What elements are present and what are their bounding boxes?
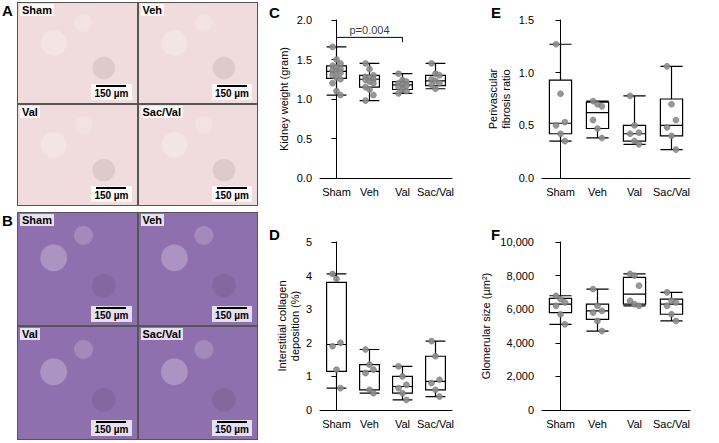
html-text:150 µm: 150 µm (94, 190, 129, 201)
svg-text:4,000: 4,000 (506, 337, 534, 349)
svg-text:Perivascular: Perivascular (487, 68, 499, 129)
svg-text:Sac/Val: Sac/Val (653, 186, 690, 198)
svg-text:D: D (269, 226, 280, 243)
svg-text:1.5: 1.5 (519, 14, 534, 26)
svg-text:Val: Val (627, 418, 642, 430)
html-text:Sac/Val: Sac/Val (142, 106, 181, 118)
svg-text:E: E (491, 4, 501, 21)
html-text:150 µm: 150 µm (94, 88, 129, 99)
svg-text:fibrosis ratio: fibrosis ratio (500, 69, 512, 128)
svg-text:p=0.004: p=0.004 (349, 24, 389, 36)
html-text:150 µm: 150 µm (214, 190, 249, 201)
svg-text:Interstitial collagen: Interstitial collagen (276, 280, 288, 371)
html-text:Sham: Sham (22, 214, 52, 226)
html-text:150 µm: 150 µm (214, 88, 249, 99)
html-text:150 µm: 150 µm (214, 424, 249, 435)
svg-text:Glomerular size (µm²): Glomerular size (µm²) (480, 273, 492, 380)
svg-text:1: 1 (306, 370, 312, 382)
svg-text:6,000: 6,000 (506, 303, 534, 315)
html-text:Val: Val (22, 106, 38, 118)
svg-text:Val: Val (395, 186, 410, 198)
svg-text:Sac/Val: Sac/Val (417, 186, 454, 198)
html-text:Veh: Veh (142, 4, 163, 16)
svg-text:Sham: Sham (322, 418, 351, 430)
svg-text:Sham: Sham (546, 418, 575, 430)
html-text:150 µm: 150 µm (94, 310, 129, 321)
svg-text:0: 0 (528, 404, 534, 416)
svg-text:10,000: 10,000 (500, 236, 534, 248)
svg-text:Val: Val (627, 186, 642, 198)
svg-text:Veh: Veh (588, 186, 607, 198)
svg-text:1.0: 1.0 (519, 67, 534, 79)
svg-text:Sham: Sham (322, 186, 351, 198)
svg-text:0: 0 (306, 404, 312, 416)
svg-text:Veh: Veh (360, 186, 379, 198)
html-text:Sac/Val: Sac/Val (142, 328, 181, 340)
svg-text:Veh: Veh (360, 418, 379, 430)
svg-text:0.0: 0.0 (297, 172, 312, 184)
html-text:150 µm: 150 µm (214, 310, 249, 321)
svg-text:deposition (%): deposition (%) (289, 291, 301, 361)
svg-text:Val: Val (395, 418, 410, 430)
svg-text:C: C (269, 4, 280, 21)
svg-text:Sham: Sham (546, 186, 575, 198)
svg-text:1.5: 1.5 (297, 54, 312, 66)
html-text:A: A (2, 2, 13, 19)
svg-text:1.0: 1.0 (297, 93, 312, 105)
html-text:Veh: Veh (142, 214, 163, 226)
svg-text:Sac/Val: Sac/Val (417, 418, 454, 430)
svg-text:F: F (491, 226, 500, 243)
svg-text:2,000: 2,000 (506, 370, 534, 382)
svg-text:3: 3 (306, 303, 312, 315)
svg-text:Sac/Val: Sac/Val (653, 418, 690, 430)
svg-text:5: 5 (306, 236, 312, 248)
html-text:Sham: Sham (22, 4, 52, 16)
svg-text:0.5: 0.5 (519, 119, 534, 131)
svg-text:0.0: 0.0 (519, 172, 534, 184)
svg-text:0.5: 0.5 (297, 133, 312, 145)
svg-text:2: 2 (306, 337, 312, 349)
svg-text:4: 4 (306, 270, 312, 282)
svg-text:Kidney weight (gram): Kidney weight (gram) (278, 47, 290, 151)
svg-text:2.0: 2.0 (297, 14, 312, 26)
html-text:Val: Val (22, 328, 38, 340)
html-text:B: B (2, 212, 13, 229)
svg-text:Veh: Veh (588, 418, 607, 430)
svg-text:8,000: 8,000 (506, 270, 534, 282)
html-text:150 µm: 150 µm (94, 424, 129, 435)
